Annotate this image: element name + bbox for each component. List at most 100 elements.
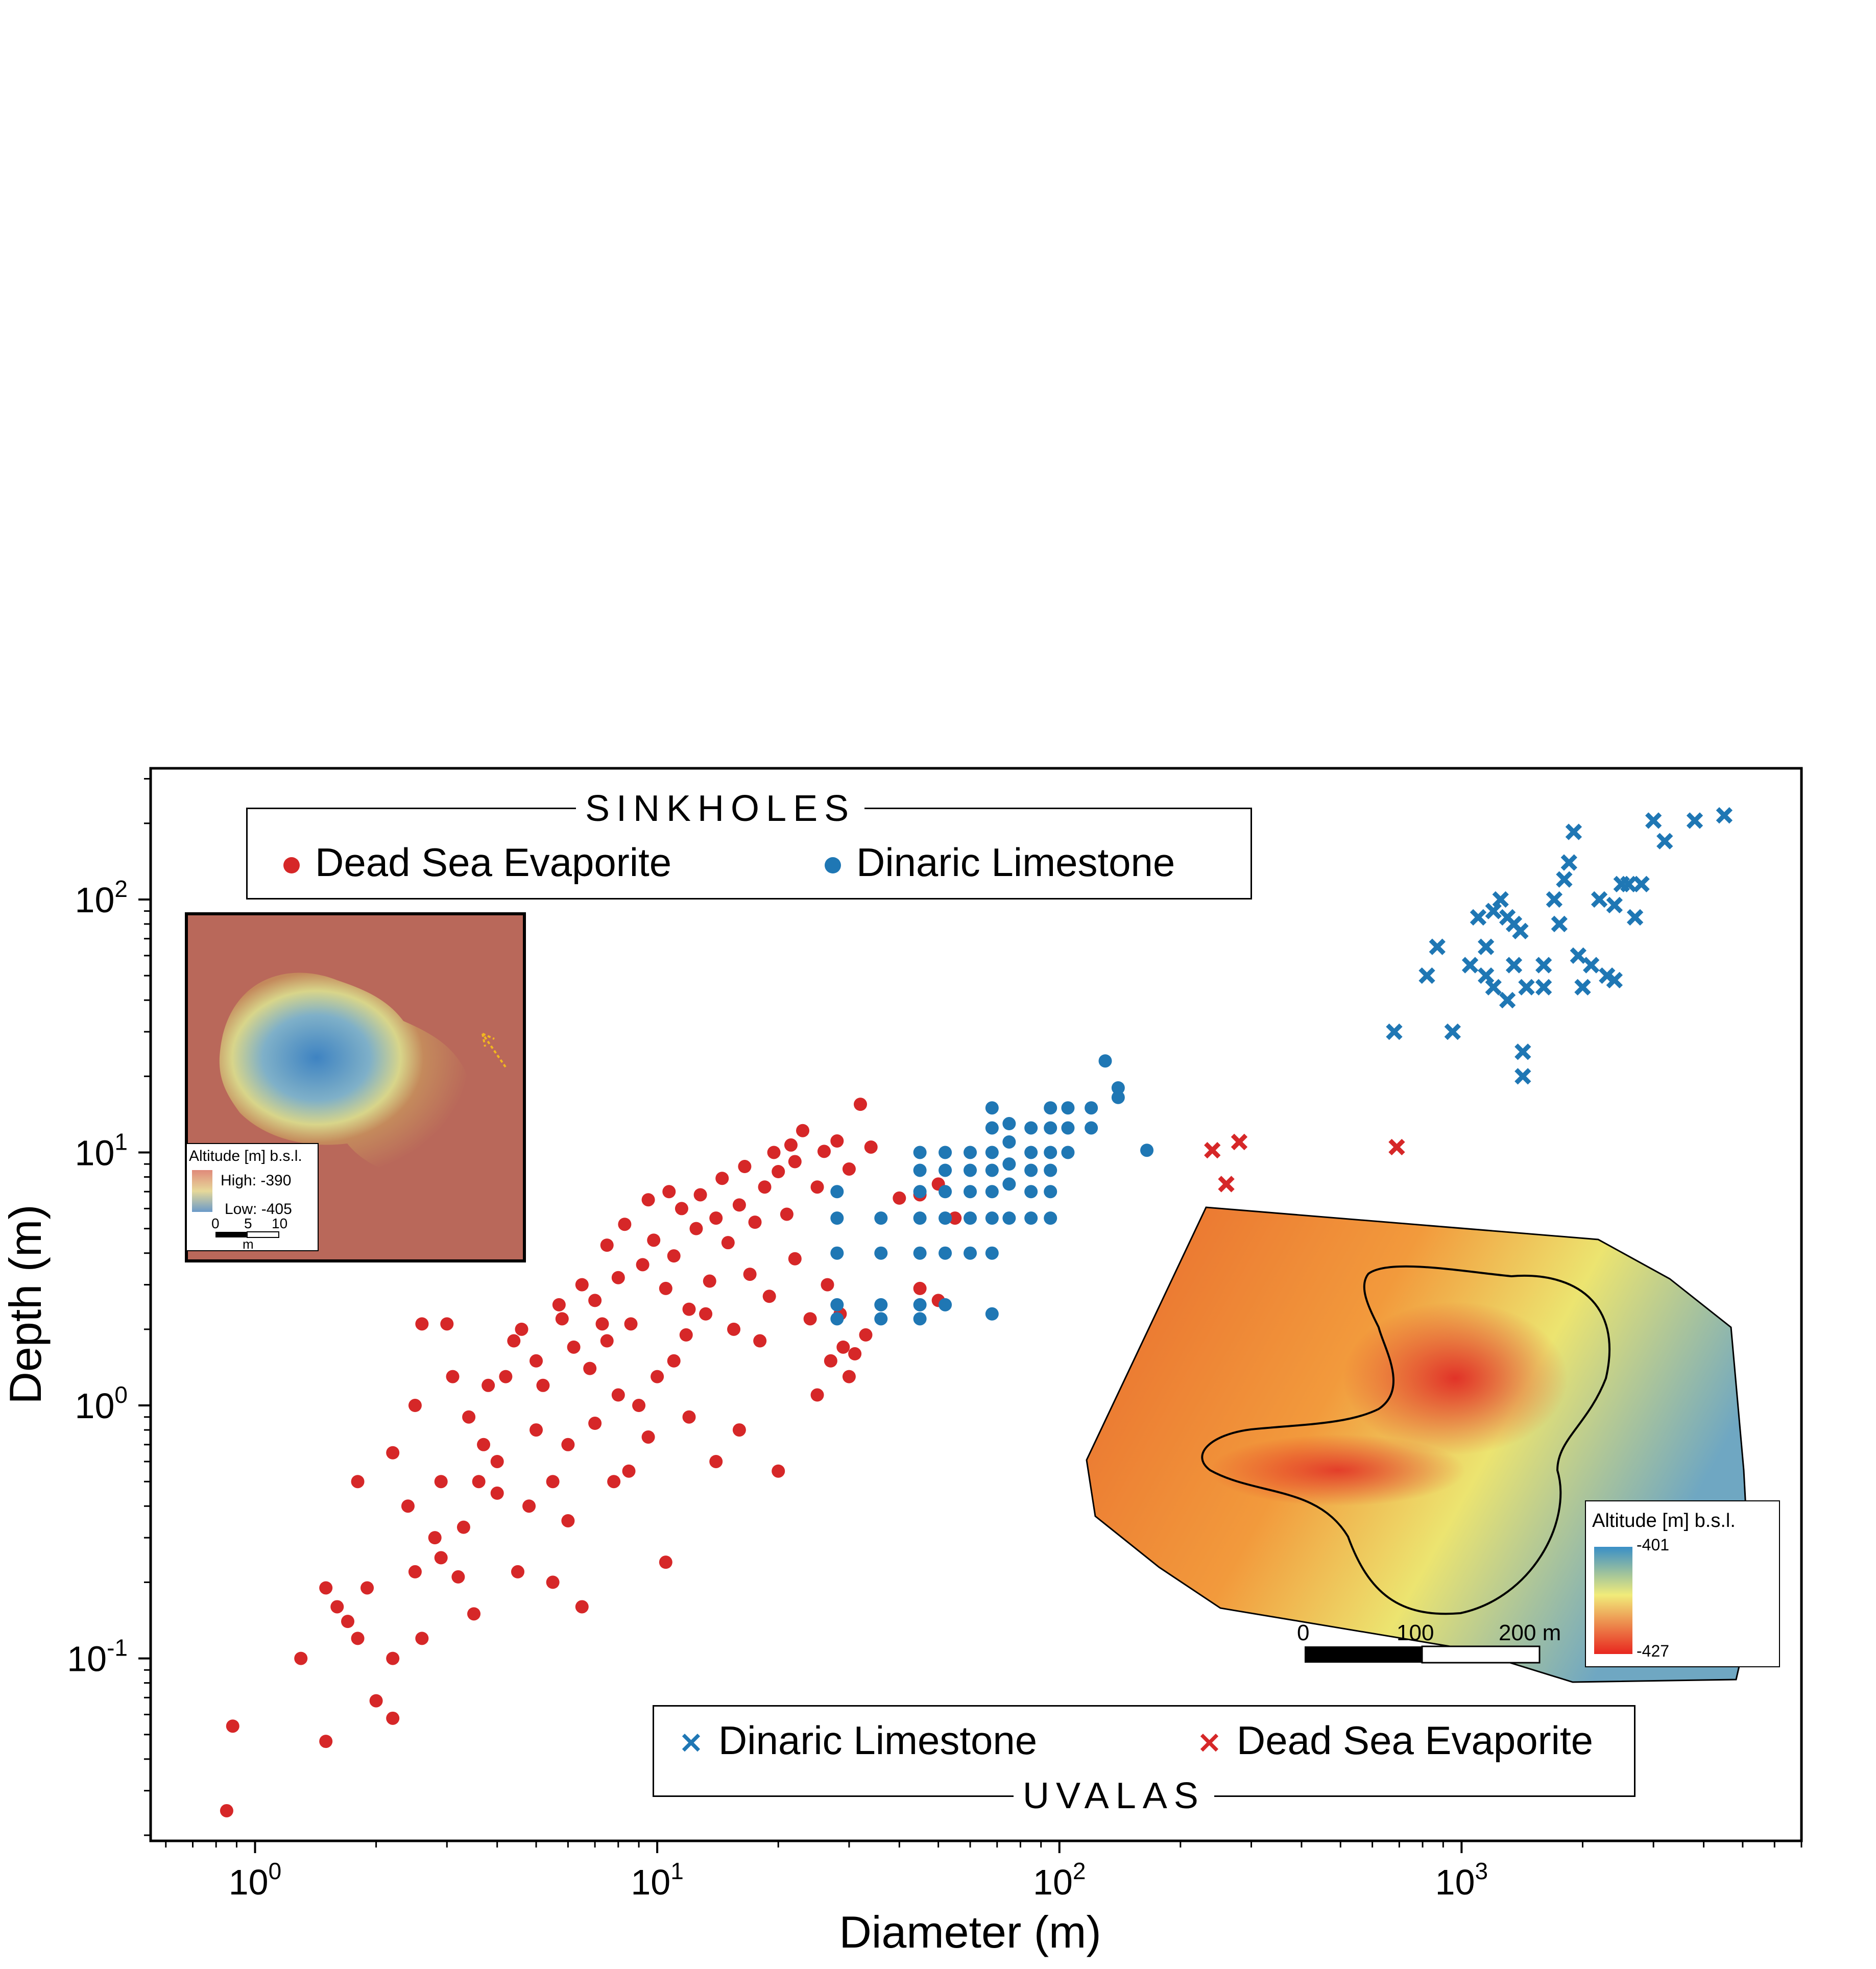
data-point [1461, 957, 1479, 974]
data-point [1546, 891, 1563, 908]
data-point [874, 1211, 888, 1225]
data-point [1044, 1163, 1057, 1177]
data-point [1024, 1185, 1038, 1199]
data-point [939, 1211, 952, 1225]
data-point [1418, 967, 1435, 984]
data-point [1606, 896, 1623, 914]
data-point [490, 1486, 504, 1500]
data-point [561, 1438, 575, 1451]
data-point [964, 1163, 977, 1177]
data-point [575, 1600, 589, 1614]
data-point [530, 1354, 543, 1368]
data-point [1686, 812, 1703, 829]
data-point [1535, 957, 1552, 974]
data-point [1002, 1157, 1016, 1171]
x-axis-label: Diameter (m) [839, 1907, 1101, 1957]
data-point [386, 1446, 400, 1460]
data-point [1231, 1133, 1248, 1151]
series-uvalas-dead-sea-evaporite [1204, 1133, 1405, 1193]
data-point [985, 1185, 999, 1199]
data-point [913, 1211, 927, 1225]
data-point [985, 1163, 999, 1177]
data-point [1492, 891, 1509, 908]
data-point [721, 1236, 735, 1250]
data-point [1620, 876, 1637, 893]
data-point [853, 1098, 867, 1111]
data-point [682, 1410, 696, 1424]
uvala-inset-core-2 [1210, 1435, 1465, 1506]
data-point [758, 1180, 772, 1194]
data-point [864, 1140, 878, 1154]
data-point [226, 1719, 239, 1733]
data-point [1518, 979, 1535, 995]
data-point [842, 1162, 856, 1176]
data-point [913, 1146, 927, 1159]
data-point [830, 1312, 844, 1326]
data-point [440, 1317, 454, 1331]
data-point [588, 1294, 602, 1307]
data-point [964, 1185, 977, 1199]
legend-item-label: Dinaric Limestone [856, 840, 1175, 885]
data-point [675, 1202, 688, 1216]
data-point [784, 1138, 798, 1152]
data-point [743, 1268, 757, 1281]
uvala-inset-scale-200: 200 m [1499, 1620, 1561, 1645]
legend-item-uvala-dinaric: ✕ Dinaric Limestone [679, 1720, 1037, 1760]
data-point [477, 1438, 491, 1451]
data-point [1429, 938, 1446, 955]
data-point [796, 1124, 810, 1137]
legend-item-label: Dinaric Limestone [718, 1718, 1038, 1763]
data-point [817, 1145, 831, 1158]
marks-layer [220, 807, 1733, 1817]
legend-item-sinkhole-dinaric: Dinaric Limestone [825, 842, 1175, 882]
series-sinkholes-dinaric-limestone [830, 1054, 1154, 1326]
data-point [462, 1410, 476, 1424]
data-point [836, 1340, 850, 1354]
data-point [1044, 1146, 1057, 1159]
data-point [1044, 1121, 1057, 1135]
uvala-inset-scalebar-white [1421, 1645, 1541, 1664]
data-point [1061, 1101, 1075, 1115]
data-point [964, 1246, 977, 1260]
data-point [1044, 1185, 1057, 1199]
data-point [415, 1317, 429, 1331]
data-point [351, 1475, 365, 1489]
data-point [1024, 1163, 1038, 1177]
sinkholes-legend-title: SINKHOLES [576, 790, 865, 827]
data-point [913, 1163, 927, 1177]
y-tick-label: 102 [75, 876, 128, 920]
data-point [1570, 947, 1587, 964]
data-point [1388, 1138, 1405, 1156]
data-point [772, 1165, 785, 1179]
data-point [1574, 979, 1591, 995]
data-point [1111, 1081, 1125, 1095]
data-point [913, 1185, 927, 1199]
data-point [611, 1388, 625, 1402]
data-point [732, 1198, 746, 1212]
data-point [748, 1216, 762, 1229]
uvalas-legend-title: UVALAS [1014, 1778, 1214, 1814]
data-point [939, 1298, 952, 1311]
data-point [641, 1430, 655, 1444]
data-point [1478, 938, 1495, 955]
data-point [467, 1607, 481, 1621]
data-point [810, 1180, 824, 1194]
data-point [408, 1565, 422, 1578]
data-point [913, 1312, 927, 1326]
data-point [434, 1475, 448, 1489]
data-point [874, 1312, 888, 1326]
data-point [607, 1475, 621, 1489]
data-point [762, 1290, 776, 1303]
data-point [913, 1281, 927, 1295]
data-point [330, 1600, 344, 1614]
data-point [1386, 1023, 1403, 1040]
sinkhole-inset-scale-10: 10 [272, 1216, 288, 1231]
data-point [659, 1555, 672, 1569]
data-point [456, 1520, 470, 1534]
data-point [632, 1399, 646, 1413]
data-point [434, 1551, 448, 1565]
data-point [611, 1271, 625, 1284]
data-point [622, 1464, 636, 1478]
